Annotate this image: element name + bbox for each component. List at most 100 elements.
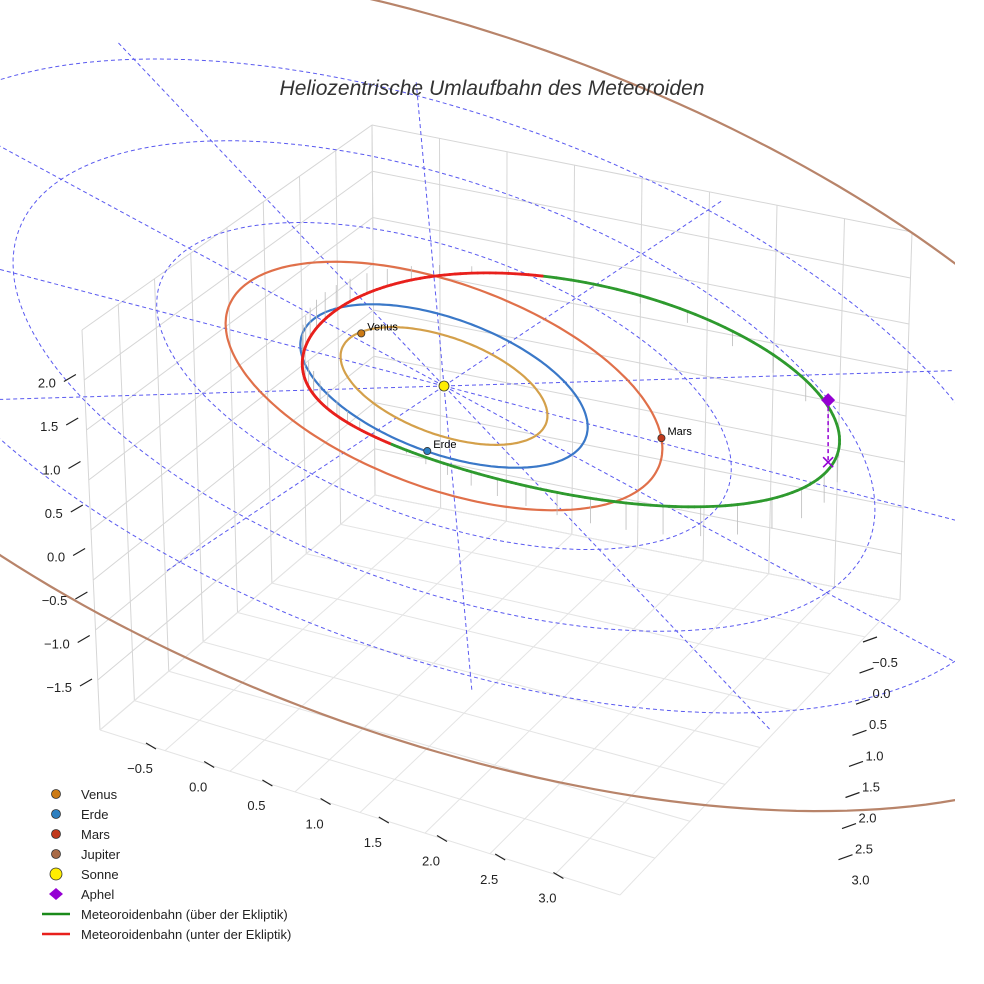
legend-marker bbox=[49, 888, 63, 900]
z-tick-mark bbox=[63, 373, 77, 383]
legend-label: Jupiter bbox=[81, 847, 121, 862]
x-tick-label: 2.5 bbox=[480, 872, 498, 887]
legend-label: Aphel bbox=[81, 887, 114, 902]
orbit-venus bbox=[339, 326, 549, 446]
grid-line bbox=[271, 582, 796, 712]
y-tick-mark bbox=[852, 729, 867, 736]
legend-label: Meteoroidenbahn (über der Ekliptik) bbox=[81, 907, 288, 922]
grid-line bbox=[372, 217, 910, 325]
legend-item: Meteoroidenbahn (über der Ekliptik) bbox=[42, 907, 288, 922]
z-tick-mark bbox=[79, 678, 93, 687]
z-tick-label: −0.5 bbox=[42, 593, 68, 608]
legend-item: Erde bbox=[51, 807, 108, 822]
x-tick-label: 3.0 bbox=[538, 891, 556, 906]
aphel-projection-marker bbox=[822, 456, 834, 468]
y-tick-label: 2.5 bbox=[855, 842, 873, 857]
grid-line bbox=[306, 553, 831, 675]
ecliptic-radial-line bbox=[443, 385, 770, 730]
ecliptic-radial-line bbox=[118, 42, 445, 387]
ecliptic-radial-line bbox=[0, 145, 445, 387]
axis-grid bbox=[81, 124, 913, 896]
x-tick-label: 2.0 bbox=[422, 854, 440, 869]
grid-line bbox=[95, 402, 375, 631]
legend-marker bbox=[51, 829, 61, 839]
grid-line bbox=[554, 586, 835, 875]
legend-item: Venus bbox=[51, 787, 118, 802]
x-tick-label: 0.5 bbox=[247, 798, 265, 813]
ecliptic-radial-line bbox=[443, 385, 955, 521]
orbit-mars bbox=[224, 260, 664, 512]
x-tick-label: −0.5 bbox=[127, 761, 153, 776]
aphel-marker bbox=[821, 393, 836, 408]
grid-line bbox=[373, 309, 907, 417]
marker-mars bbox=[657, 434, 666, 443]
ecliptic-radial-line bbox=[0, 268, 445, 387]
label-venus: Venus bbox=[367, 321, 398, 333]
ecliptic-radial-line bbox=[0, 385, 445, 400]
ecliptic-radial-line bbox=[443, 385, 473, 691]
x-tick-label: 1.5 bbox=[364, 835, 382, 850]
z-tick-mark bbox=[65, 417, 79, 426]
meteoroid-orbit-below bbox=[311, 391, 316, 396]
marker-venus bbox=[357, 329, 366, 338]
legend-marker bbox=[51, 789, 61, 799]
z-tick-mark bbox=[70, 504, 84, 513]
ecliptic-radial-line bbox=[443, 385, 955, 663]
legend-item: Jupiter bbox=[51, 847, 121, 862]
grid-line bbox=[90, 309, 374, 531]
y-tick-label: 3.0 bbox=[851, 873, 869, 888]
legend-item: Mars bbox=[51, 827, 110, 842]
grid-line bbox=[619, 599, 901, 896]
ecliptic-radial-line bbox=[443, 370, 953, 387]
legend-label: Sonne bbox=[81, 867, 119, 882]
chart-title: Heliozentrische Umlaufbahn des Meteoroid… bbox=[280, 77, 705, 100]
axis-ticks: −1.5 −1.0 −0.5 0.0 0.5 1.0 1.5 2.0 −0.5 0.0 0.5 1.0… bbox=[38, 373, 898, 906]
legend-item: Meteoroidenbahn (unter der Ekliptik) bbox=[42, 927, 291, 942]
marker-erde bbox=[423, 447, 432, 456]
y-tick-mark bbox=[855, 698, 871, 705]
grid-line bbox=[81, 124, 373, 331]
grid-line bbox=[373, 263, 908, 371]
x-tick-mark bbox=[378, 816, 390, 824]
grid-line bbox=[83, 170, 373, 381]
z-tick-mark bbox=[75, 591, 88, 600]
grid-line bbox=[86, 217, 374, 431]
y-tick-label: 1.5 bbox=[862, 779, 880, 794]
x-tick-label: 0.0 bbox=[189, 780, 207, 795]
orbit-jupiter bbox=[0, 0, 955, 813]
y-tick-mark bbox=[862, 636, 878, 643]
z-tick-mark bbox=[68, 460, 81, 470]
y-tick-mark bbox=[845, 791, 860, 799]
grid-line bbox=[359, 547, 638, 813]
legend-marker bbox=[49, 867, 63, 881]
z-tick-mark bbox=[77, 634, 91, 644]
z-tick-label: 0.0 bbox=[47, 550, 65, 565]
legend-label: Meteoroidenbahn (unter der Ekliptik) bbox=[81, 927, 291, 942]
legend-label: Venus bbox=[81, 787, 118, 802]
z-tick-label: 1.0 bbox=[42, 463, 60, 478]
grid-line bbox=[374, 494, 901, 601]
z-tick-mark bbox=[72, 547, 86, 557]
x-tick-mark bbox=[494, 853, 506, 861]
legend: Venus Erde Mars Jupiter Sonne Aphel Meteoroide… bbox=[42, 787, 291, 942]
legend-marker bbox=[51, 809, 61, 819]
x-tick-mark bbox=[203, 760, 215, 769]
z-tick-label: 2.0 bbox=[38, 376, 56, 391]
z-tick-label: −1.0 bbox=[44, 637, 70, 652]
marker-sonne bbox=[438, 380, 450, 392]
grid-line bbox=[371, 124, 913, 233]
label-mars: Mars bbox=[667, 426, 692, 438]
x-tick-mark bbox=[320, 797, 331, 806]
y-tick-label: −0.5 bbox=[872, 655, 898, 670]
legend-item: Aphel bbox=[49, 887, 114, 902]
grid-line bbox=[374, 402, 904, 509]
ecliptic-radial-line bbox=[415, 81, 445, 387]
legend-item: Sonne bbox=[49, 867, 119, 882]
label-erde: Erde bbox=[433, 439, 456, 451]
y-tick-mark bbox=[848, 760, 864, 767]
grid-line bbox=[489, 573, 770, 855]
x-tick-label: 1.0 bbox=[306, 817, 324, 832]
legend-marker bbox=[51, 849, 61, 859]
